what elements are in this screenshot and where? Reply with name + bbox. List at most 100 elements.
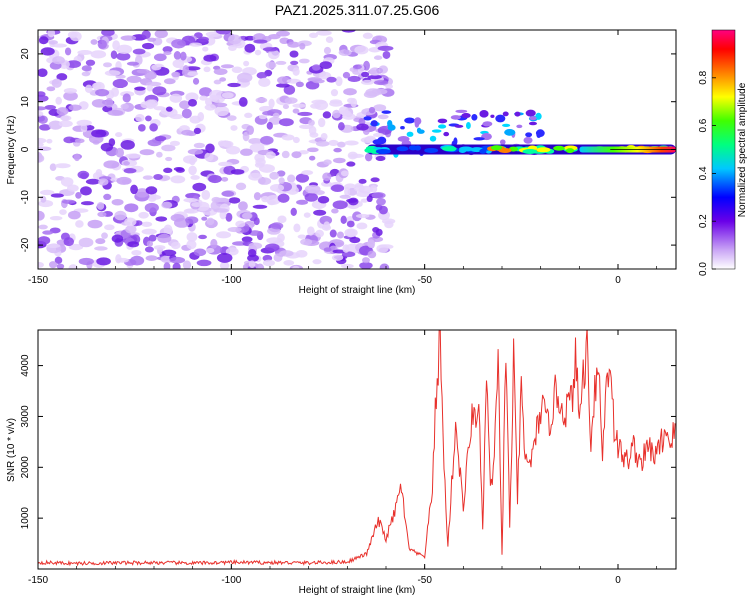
heatmap-cell: [95, 88, 110, 97]
heatmap-cell: [169, 93, 183, 103]
heatmap-cell: [246, 125, 254, 135]
heatmap-cell: [243, 60, 250, 67]
heatmap-cell: [525, 132, 533, 138]
heatmap-cell: [38, 36, 49, 45]
heatmap-cell: [375, 204, 383, 211]
heatmap-cell: [429, 135, 437, 142]
heatmap-cell: [312, 259, 322, 265]
heatmap-cell: [367, 74, 382, 80]
heatmap-cell: [104, 70, 121, 77]
heatmap-cell: [38, 115, 48, 124]
heatmap-cell: [54, 163, 71, 169]
heatmap-cell: [304, 192, 319, 202]
heatmap-cell: [320, 132, 328, 141]
heatmap-cell: [103, 193, 112, 201]
heatmap-cell: [38, 94, 49, 102]
heatmap-cell: [363, 116, 372, 121]
heatmap-cell: [213, 208, 229, 213]
heatmap-cell: [326, 76, 337, 83]
heatmap-cell: [216, 252, 233, 263]
heatmap-cell: [270, 222, 284, 230]
heatmap-cell: [153, 53, 167, 62]
heatmap-cell: [317, 196, 330, 204]
heatmap-cell: [244, 43, 256, 53]
heatmap-cell: [40, 47, 55, 56]
heatmap-cell: [179, 100, 190, 110]
heatmap-cell: [125, 153, 141, 159]
heatmap-cell: [267, 49, 280, 60]
heatmap-cell: [94, 246, 108, 251]
heatmap-cell: [214, 106, 230, 117]
heatmap-cell: [370, 177, 380, 183]
heatmap-cell: [116, 44, 133, 54]
heatmap-cell: [406, 131, 414, 137]
heatmap-cell: [375, 148, 391, 154]
heatmap-cell: [38, 106, 47, 111]
heatmap-cell: [204, 97, 213, 106]
heatmap-cell: [141, 221, 153, 227]
heatmap-cell: [87, 219, 103, 229]
heatmap-cell: [54, 256, 63, 264]
heatmap-cell: [152, 86, 167, 96]
heatmap-cell: [375, 155, 386, 162]
heatmap-cell: [170, 213, 185, 222]
heatmap-cell: [163, 167, 173, 174]
heatmap-cell: [258, 114, 268, 120]
heatmap-cell: [169, 140, 180, 147]
heatmap-cell: [424, 147, 439, 153]
heatmap-cell: [333, 157, 346, 164]
heatmap-cell: [291, 151, 302, 159]
heatmap-cell: [101, 30, 115, 37]
heatmap-cell: [244, 112, 253, 118]
heatmap-cell: [153, 106, 166, 111]
heatmap-cell: [332, 200, 348, 210]
heatmap-cell: [170, 175, 186, 184]
snr-ytick-label: 2000: [20, 456, 31, 479]
spectrogram-x-label: Height of straight line (km): [299, 285, 416, 296]
heatmap-cell: [206, 247, 215, 254]
heatmap-cell: [198, 234, 207, 240]
heatmap-cell: [219, 77, 227, 82]
heatmap-cell: [170, 241, 181, 250]
heatmap-cell: [151, 64, 162, 71]
heatmap-cell: [536, 132, 542, 138]
heatmap-cell: [490, 145, 503, 151]
heatmap-cell: [203, 66, 211, 73]
heatmap-cell: [536, 147, 551, 153]
heatmap-cell: [115, 132, 123, 138]
heatmap-cell: [248, 242, 263, 250]
heatmap-cell: [265, 61, 277, 69]
heatmap-cell: [46, 243, 61, 248]
heatmap-cell: [431, 129, 442, 133]
heatmap-cell: [190, 175, 200, 180]
heatmap-cell: [499, 139, 506, 145]
snr-panel: -150 -100 -50 0 1000 2000 3000 4000 Height of …: [6, 329, 677, 596]
heatmap-cell: [333, 147, 342, 153]
heatmap-cell: [199, 87, 213, 97]
heatmap-cell: [315, 229, 324, 238]
heatmap-cell: [340, 215, 347, 224]
heatmap-cell: [278, 118, 294, 127]
heatmap-cell: [49, 261, 58, 269]
heatmap-cell: [129, 255, 145, 266]
heatmap-cell: [103, 160, 120, 169]
heatmap-cell: [256, 72, 268, 79]
spectro-xtick-label: -50: [417, 275, 432, 286]
heatmap-cell: [258, 77, 271, 88]
heatmap-cell: [295, 81, 304, 88]
heatmap-cell: [146, 84, 154, 92]
heatmap-cell: [277, 233, 285, 242]
heatmap-cell: [377, 45, 394, 51]
heatmap-cell: [126, 61, 139, 66]
heatmap-cell: [97, 39, 107, 49]
heatmap-cell: [219, 261, 230, 269]
heatmap-cell: [55, 96, 62, 105]
heatmap-cell: [185, 208, 195, 214]
heatmap-cell: [198, 36, 209, 43]
heatmap-cell: [44, 105, 57, 110]
heatmap-cell: [162, 46, 173, 53]
heatmap-cell: [165, 106, 173, 112]
heatmap-cell: [459, 146, 473, 152]
heatmap-cell: [308, 119, 315, 127]
